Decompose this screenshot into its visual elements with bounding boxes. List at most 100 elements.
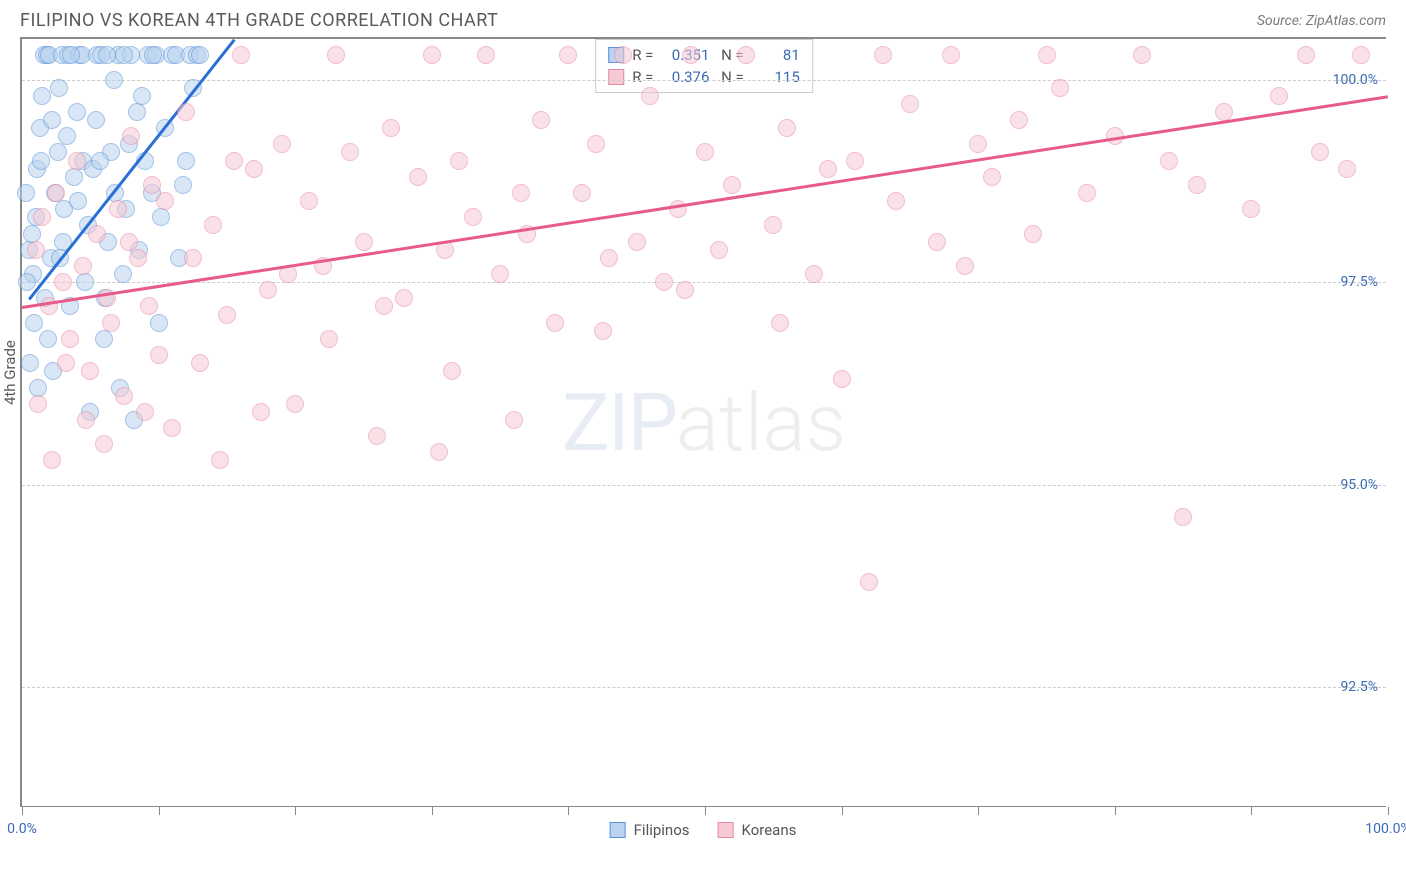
koreans-point (587, 135, 605, 153)
koreans-point (33, 208, 51, 226)
koreans-point (860, 573, 878, 591)
koreans-point (594, 322, 612, 340)
filipinos-point (21, 354, 39, 372)
koreans-point (710, 241, 728, 259)
filipinos-point (152, 208, 170, 226)
watermark-zip: ZIP (562, 376, 676, 470)
koreans-point (682, 46, 700, 64)
legend-item-koreans: Koreans (718, 821, 797, 839)
r-value-koreans: 0.376 (661, 68, 709, 86)
chart-header: FILIPINO VS KOREAN 4TH GRADE CORRELATION… (0, 0, 1406, 37)
koreans-point (355, 233, 373, 251)
koreans-point (477, 46, 495, 64)
koreans-point (491, 265, 509, 283)
koreans-point (546, 314, 564, 332)
swatch-koreans-icon (718, 822, 734, 838)
koreans-point (102, 314, 120, 332)
gridline (22, 485, 1386, 486)
filipinos-point (65, 168, 83, 186)
legend-row-koreans: R =0.376 N =115 (596, 66, 812, 88)
chart-container: 4th Grade ZIPatlas R =0.351 N =81 R =0.3… (20, 37, 1386, 807)
koreans-point (95, 435, 113, 453)
koreans-point (88, 225, 106, 243)
koreans-point (655, 273, 673, 291)
koreans-point (819, 160, 837, 178)
filipinos-point (43, 111, 61, 129)
koreans-point (177, 103, 195, 121)
koreans-point (464, 208, 482, 226)
y-axis-title: 4th Grade (1, 340, 19, 405)
filipinos-point (69, 192, 87, 210)
koreans-point (184, 249, 202, 267)
x-tick (295, 807, 296, 815)
koreans-point (211, 451, 229, 469)
legend-label-filipinos: Filipinos (634, 821, 690, 839)
koreans-point (1174, 508, 1192, 526)
filipinos-point (191, 46, 209, 64)
koreans-point (1270, 87, 1288, 105)
koreans-point (341, 143, 359, 161)
koreans-point (286, 395, 304, 413)
koreans-point (696, 143, 714, 161)
filipinos-point (144, 46, 162, 64)
legend-item-filipinos: Filipinos (610, 821, 690, 839)
y-tick-label: 100.0% (1333, 72, 1378, 88)
filipinos-point (39, 330, 57, 348)
koreans-point (43, 451, 61, 469)
koreans-point (204, 216, 222, 234)
koreans-point (1311, 143, 1329, 161)
koreans-point (109, 200, 127, 218)
filipinos-point (114, 265, 132, 283)
filipinos-point (32, 152, 50, 170)
x-max-label: 100.0% (1365, 821, 1406, 837)
x-tick (1115, 807, 1116, 815)
koreans-point (245, 160, 263, 178)
koreans-point (1188, 176, 1206, 194)
koreans-point (120, 233, 138, 251)
watermark-atlas: atlas (676, 376, 846, 470)
koreans-point (382, 119, 400, 137)
koreans-point (641, 87, 659, 105)
koreans-point (259, 281, 277, 299)
koreans-point (409, 168, 427, 186)
plot-area: ZIPatlas R =0.351 N =81 R =0.376 N =115 … (20, 37, 1386, 807)
koreans-point (942, 46, 960, 64)
koreans-point (833, 370, 851, 388)
y-tick-label: 92.5% (1340, 679, 1378, 695)
koreans-point (628, 233, 646, 251)
koreans-point (737, 46, 755, 64)
koreans-point (614, 46, 632, 64)
koreans-point (225, 152, 243, 170)
koreans-point (68, 152, 86, 170)
y-tick-label: 95.0% (1340, 477, 1378, 493)
koreans-point (54, 273, 72, 291)
koreans-point (505, 411, 523, 429)
koreans-point (81, 362, 99, 380)
koreans-point (1215, 103, 1233, 121)
koreans-point (956, 257, 974, 275)
filipinos-point (50, 79, 68, 97)
koreans-point (1160, 152, 1178, 170)
koreans-point (532, 111, 550, 129)
x-tick (1251, 807, 1252, 815)
koreans-point (600, 249, 618, 267)
koreans-point (901, 95, 919, 113)
n-value-koreans: 115 (752, 68, 800, 86)
koreans-point (47, 184, 65, 202)
koreans-point (1352, 46, 1370, 64)
koreans-point (983, 168, 1001, 186)
koreans-point (74, 257, 92, 275)
filipinos-point (18, 273, 36, 291)
koreans-point (115, 387, 133, 405)
koreans-point (368, 427, 386, 445)
koreans-point (57, 354, 75, 372)
koreans-point (450, 152, 468, 170)
chart-source: Source: ZipAtlas.com (1257, 13, 1386, 29)
filipinos-point (91, 152, 109, 170)
koreans-point (1297, 46, 1315, 64)
koreans-point (1024, 225, 1042, 243)
koreans-point (1242, 200, 1260, 218)
n-value-filipinos: 81 (752, 46, 800, 64)
koreans-point (1338, 160, 1356, 178)
swatch-koreans (608, 69, 624, 85)
